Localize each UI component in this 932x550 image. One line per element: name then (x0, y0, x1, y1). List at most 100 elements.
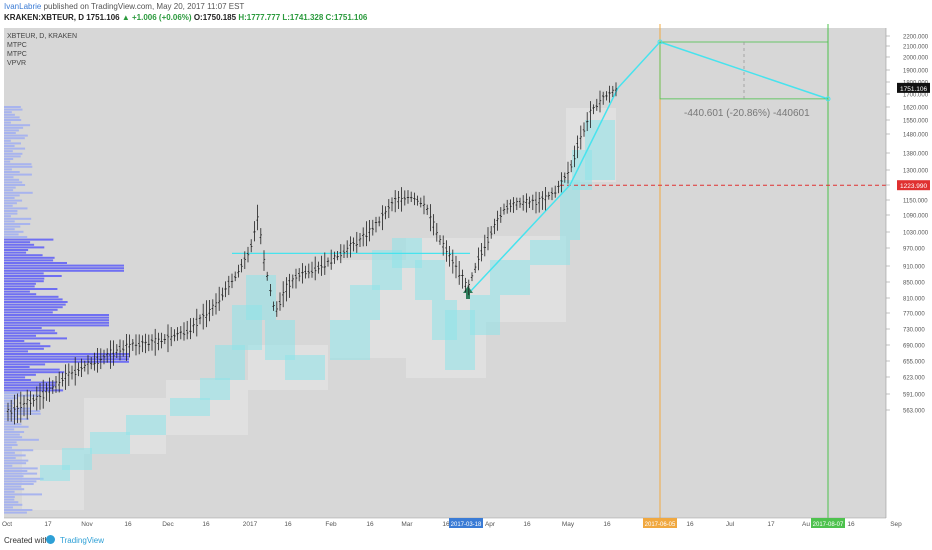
candle (262, 250, 266, 271)
profile-bar (4, 464, 13, 467)
candle (26, 389, 29, 420)
candle (70, 365, 74, 380)
profile-bar (4, 384, 56, 387)
anchor-point-icon[interactable] (657, 39, 663, 45)
candle (349, 236, 352, 258)
candle (438, 235, 442, 245)
profile-bar (4, 178, 20, 181)
time-badge-label: 2017-06-05 (645, 522, 676, 528)
candle (432, 214, 435, 236)
price-tick-label: 563.000 (903, 409, 925, 415)
price-chart[interactable]: 2200.0002100.0002000.0001900.0001800.000… (0, 24, 932, 530)
price-tick-label: 1090.000 (903, 214, 929, 220)
candle (42, 379, 45, 409)
candle (170, 327, 173, 347)
profile-bar (4, 223, 31, 225)
trend-zone (265, 320, 295, 360)
candle (502, 203, 506, 215)
candle (362, 227, 365, 247)
candle (224, 281, 227, 298)
time-badge (643, 518, 677, 528)
last-price-badge-label: 1751.106 (900, 86, 927, 93)
profile-bar (4, 420, 14, 423)
trend-zone (330, 320, 370, 360)
profile-bar (4, 386, 54, 389)
candle (278, 292, 282, 311)
chart-area[interactable]: 2200.0002100.0002000.0001900.0001800.000… (0, 24, 932, 530)
candle (83, 360, 86, 372)
profile-bar (4, 360, 129, 363)
anchor-point-icon[interactable] (825, 96, 831, 102)
time-badge-label: 2017-03-18 (451, 522, 482, 528)
tradingview-logo-icon[interactable] (46, 535, 55, 544)
profile-bar (4, 438, 39, 441)
candle (256, 204, 259, 231)
candle (102, 349, 106, 365)
time-tick-label: Feb (325, 521, 337, 528)
candle (202, 303, 205, 330)
candle (86, 355, 90, 375)
candle (179, 326, 182, 340)
profile-bar (4, 397, 18, 400)
candle (275, 301, 278, 317)
profile-bar (4, 363, 46, 366)
candle (371, 219, 374, 236)
profile-bar (4, 275, 62, 277)
tradingview-link[interactable]: TradingView (60, 536, 105, 545)
profile-bar (4, 290, 30, 293)
trend-path-line[interactable] (467, 87, 619, 295)
profile-bar (4, 210, 18, 212)
candle (291, 274, 294, 289)
projection-down-line[interactable] (659, 41, 829, 100)
candle (64, 364, 67, 390)
profile-bar (4, 147, 26, 150)
candle (448, 246, 451, 267)
profile-bar (4, 337, 67, 340)
legend-indicator[interactable]: MTPC (7, 51, 27, 58)
profile-bar (4, 171, 20, 173)
profile-bar (4, 113, 15, 116)
candle (67, 363, 70, 386)
profile-bar (4, 425, 29, 428)
profile-bar (4, 441, 17, 444)
profile-bar (4, 233, 19, 236)
profile-bar (4, 228, 15, 231)
candle (422, 195, 426, 215)
candle (586, 112, 589, 132)
profile-bar (4, 301, 68, 303)
price-tick-label: 970.000 (903, 247, 925, 253)
profile-bar (4, 431, 25, 433)
profile-bar (4, 358, 129, 361)
legend-indicator[interactable]: MTPC (7, 42, 27, 49)
profile-bar (4, 165, 33, 168)
drawings[interactable] (232, 39, 886, 299)
trend-zones (40, 120, 615, 481)
candle (454, 255, 458, 279)
candle (115, 344, 118, 359)
author-link[interactable]: IvanLabrie (4, 2, 42, 11)
time-tick-label: Oct (2, 521, 12, 528)
candle (186, 320, 189, 340)
candle (298, 268, 301, 282)
trend-zone (215, 345, 245, 380)
candle (51, 380, 54, 394)
candle (266, 271, 269, 281)
candle (45, 382, 48, 401)
price-axis[interactable]: 2200.0002100.0002000.0001900.0001800.000… (885, 28, 930, 518)
trend-zone (285, 355, 325, 380)
candle (442, 235, 445, 256)
time-axis[interactable]: Oct 17 Nov 16 Dec 16 2017 16 Feb 16 Mar 16 2017-03-1… (2, 517, 902, 528)
candle (320, 255, 323, 276)
legend-indicator[interactable]: VPVR (7, 60, 27, 67)
price-tick-label: 1380.000 (903, 152, 929, 158)
profile-bar (4, 267, 124, 270)
profile-bar (4, 158, 14, 160)
profile-bar (4, 243, 35, 246)
profile-bar (4, 472, 38, 475)
candle (301, 263, 304, 284)
time-tick-label: Dec (162, 521, 174, 528)
projection-up-line[interactable] (617, 41, 661, 89)
profile-bar (4, 449, 34, 452)
candle (605, 91, 608, 101)
header-bar: IvanLabrie published on TradingView.com,… (0, 0, 932, 24)
